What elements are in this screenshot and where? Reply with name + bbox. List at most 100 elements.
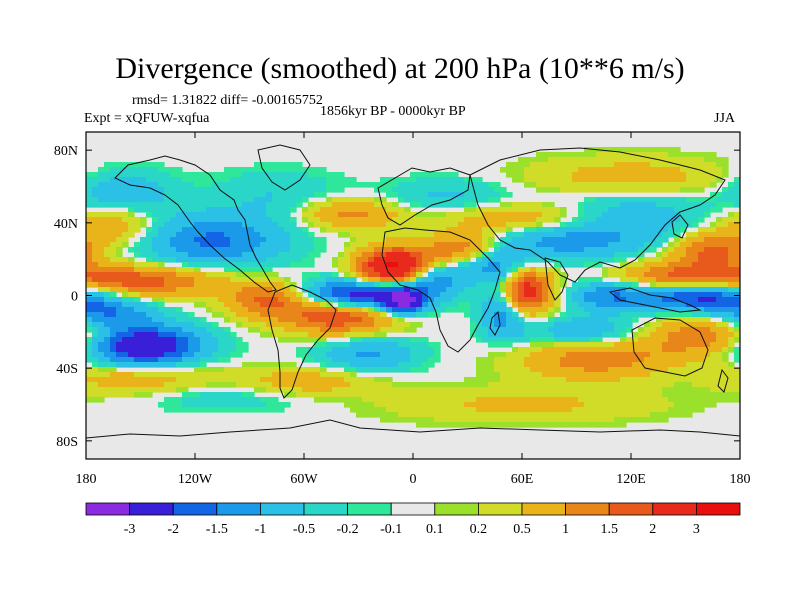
field-cell (722, 267, 729, 273)
field-cell (236, 317, 243, 323)
field-cell (380, 337, 387, 343)
field-cell (326, 322, 333, 328)
field-cell (308, 377, 315, 383)
field-cell (698, 167, 705, 173)
field-cell (398, 357, 405, 363)
field-cell (200, 192, 207, 198)
field-cell (548, 212, 555, 218)
field-cell (584, 312, 591, 318)
field-cell (242, 287, 249, 293)
field-cell (158, 402, 165, 408)
field-cell (626, 207, 633, 213)
field-cell (416, 312, 423, 318)
field-cell (200, 322, 207, 328)
field-cell (170, 252, 177, 258)
field-cell (680, 202, 687, 208)
field-cell (314, 352, 321, 358)
field-cell (632, 157, 639, 163)
field-cell (446, 267, 453, 273)
field-cell (320, 192, 327, 198)
field-cell (308, 242, 315, 248)
field-cell (506, 287, 513, 293)
field-cell (98, 197, 105, 203)
field-cell (524, 417, 531, 423)
field-cell (482, 422, 489, 428)
field-cell (254, 217, 261, 223)
field-cell (272, 227, 279, 233)
field-cell (254, 372, 261, 378)
field-cell (146, 247, 153, 253)
field-cell (350, 237, 357, 243)
field-cell (122, 327, 129, 333)
field-cell (674, 387, 681, 393)
field-cell (422, 252, 429, 258)
field-cell (392, 262, 399, 268)
field-cell (224, 182, 231, 188)
field-cell (716, 277, 723, 283)
field-cell (194, 187, 201, 193)
field-cell (386, 337, 393, 343)
field-cell (152, 162, 159, 168)
field-cell (140, 182, 147, 188)
field-cell (224, 287, 231, 293)
field-cell (590, 217, 597, 223)
field-cell (452, 292, 459, 298)
field-cell (92, 277, 99, 283)
field-cell (326, 172, 333, 178)
x-tick-label: 0 (410, 472, 417, 487)
coast-madagascar (489, 310, 501, 336)
field-cell (86, 172, 93, 178)
field-cell (164, 307, 171, 313)
field-cell (338, 377, 345, 383)
field-cell (104, 202, 111, 208)
field-cell (632, 247, 639, 253)
field-cell (152, 217, 159, 223)
field-cell (512, 232, 519, 238)
field-cell (242, 342, 249, 348)
field-cell (188, 397, 195, 403)
field-cell (686, 167, 693, 173)
field-cell (554, 412, 561, 418)
field-cell (428, 222, 435, 228)
field-cell (206, 402, 213, 408)
field-cell (428, 187, 435, 193)
field-cell (656, 222, 663, 228)
field-cell (206, 287, 213, 293)
field-cell (716, 342, 723, 348)
field-cell (722, 347, 729, 353)
field-cell (470, 242, 477, 248)
field-cell (482, 242, 489, 248)
coast-japan (671, 214, 689, 239)
field-cell (440, 292, 447, 298)
field-cell (524, 292, 531, 298)
field-cell (428, 357, 435, 363)
field-cell (428, 382, 435, 388)
field-cell (188, 342, 195, 348)
field-cell (662, 227, 669, 233)
field-cell (320, 292, 327, 298)
field-cell (320, 312, 327, 318)
field-cell (374, 267, 381, 273)
field-cell (560, 312, 567, 318)
field-cell (218, 342, 225, 348)
field-cell (680, 237, 687, 243)
field-cell (284, 217, 291, 223)
field-cell (494, 357, 501, 363)
field-cell (722, 337, 729, 343)
field-cell (314, 222, 321, 228)
field-cell (170, 402, 177, 408)
field-cell (566, 422, 573, 428)
field-cell (614, 402, 621, 408)
field-cell (572, 297, 579, 303)
field-cell (734, 272, 740, 278)
field-cell (368, 227, 375, 233)
field-cell (458, 407, 465, 413)
field-cell (110, 217, 117, 223)
field-cell (452, 307, 459, 313)
field-cell (428, 347, 435, 353)
field-cell (338, 302, 345, 308)
field-cell (350, 202, 357, 208)
field-cell (476, 282, 483, 288)
field-cell (710, 162, 717, 168)
field-cell (554, 307, 561, 313)
